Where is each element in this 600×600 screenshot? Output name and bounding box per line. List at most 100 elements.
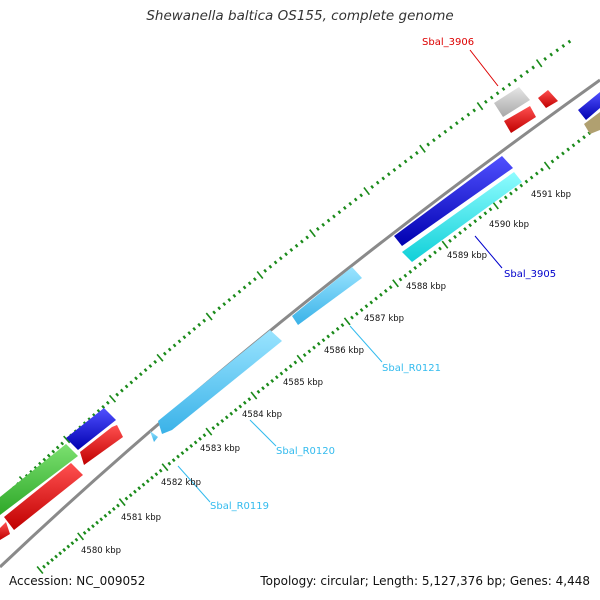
ruler-minor-tick	[293, 360, 298, 365]
ruler-minor-tick	[105, 400, 110, 405]
ruler-minor-tick	[247, 397, 252, 402]
ruler-minor-tick	[468, 223, 472, 228]
ruler-major-tick	[118, 498, 126, 507]
ruler-minor-tick	[495, 91, 500, 96]
ruler-minor-tick	[256, 389, 261, 394]
ruler-minor-tick	[162, 351, 167, 356]
ruler-minor-tick	[453, 234, 457, 239]
ruler-minor-tick	[119, 388, 124, 393]
ruler-minor-tick	[294, 243, 299, 248]
ruler-minor-tick	[340, 323, 345, 328]
label-pointer-sbal-r0119	[177, 465, 211, 503]
ruler-minor-tick	[488, 207, 493, 212]
ruler-minor-tick	[561, 151, 565, 156]
ruler-major-tick	[256, 270, 264, 280]
ruler-minor-tick	[519, 183, 524, 188]
ruler-minor-tick	[418, 262, 422, 267]
ruler-minor-tick	[115, 392, 120, 397]
ruler-minor-tick	[353, 197, 358, 202]
ruler-minor-tick	[42, 457, 47, 462]
ruler-minor-tick	[232, 293, 237, 298]
ruler-minor-tick	[60, 441, 65, 446]
ruler-minor-tick	[507, 82, 512, 87]
ruler-minor-tick	[124, 496, 129, 501]
ruler-major-tick	[476, 102, 484, 111]
ruler-major-tick	[441, 240, 449, 249]
ruler-major-tick	[77, 532, 85, 541]
ruler-minor-tick	[189, 444, 194, 448]
ruler-minor-tick	[229, 411, 234, 416]
ruler-label-4584: 4584 kbp	[242, 410, 282, 420]
genome-summary-text: Topology: circular; Length: 5,127,376 bp…	[260, 574, 590, 588]
ruler-minor-tick	[233, 408, 238, 412]
ruler-minor-tick	[408, 269, 413, 274]
ruler-minor-tick	[498, 199, 503, 204]
ruler-minor-tick	[342, 206, 347, 210]
ruler-minor-tick	[74, 537, 79, 542]
ruler-major-tick	[392, 279, 399, 288]
ruler-minor-tick	[534, 171, 539, 176]
ruler-minor-tick	[91, 524, 95, 529]
ruler-minor-tick	[326, 334, 331, 339]
ruler-minor-tick	[489, 95, 494, 100]
ruler-minor-tick	[137, 486, 142, 491]
inner-ruler-ticks	[36, 120, 600, 574]
ruler-minor-tick	[54, 554, 58, 559]
ruler-major-tick	[108, 394, 117, 403]
ruler-minor-tick	[182, 335, 187, 340]
feature-label-sbal-3905: Sbal_3905	[504, 269, 556, 280]
ruler-minor-tick	[133, 489, 137, 494]
ruler-minor-tick	[398, 277, 403, 282]
ruler-minor-tick	[99, 517, 104, 522]
ruler-minor-tick	[101, 404, 106, 409]
ruler-major-tick	[205, 427, 213, 436]
ruler-minor-tick	[150, 475, 154, 480]
ruler-major-tick	[363, 187, 371, 196]
ruler-minor-tick	[242, 400, 247, 405]
ruler-minor-tick	[227, 298, 232, 302]
gene-block-blue-edge	[578, 92, 600, 120]
ruler-minor-tick	[315, 227, 320, 231]
ruler-minor-tick	[509, 191, 513, 196]
ruler-minor-tick	[370, 184, 375, 189]
ruler-minor-tick	[217, 306, 222, 311]
gene-arrow-sbal-r0119	[150, 431, 158, 442]
ruler-minor-tick	[307, 349, 312, 354]
ruler-minor-tick	[103, 513, 108, 518]
ruler-minor-tick	[116, 503, 120, 508]
gene-block-red-left-3	[0, 522, 10, 540]
gene-arrow-red-top-2	[538, 90, 558, 108]
ruler-minor-tick	[289, 248, 294, 252]
ruler-minor-tick	[197, 322, 202, 327]
ruler-minor-tick	[543, 56, 548, 61]
ruler-label-4587: 4587 kbp	[364, 314, 404, 324]
ruler-minor-tick	[261, 386, 265, 391]
ruler-minor-tick	[423, 258, 427, 263]
ruler-minor-tick	[70, 541, 75, 546]
ruler-minor-tick	[567, 39, 572, 44]
ruler-minor-tick	[274, 375, 279, 380]
ruler-minor-tick	[184, 447, 189, 452]
ruler-minor-tick	[582, 135, 586, 140]
ruler-minor-tick	[587, 131, 592, 136]
gene-block-grey-3906	[494, 87, 530, 117]
gene-block-blue-left	[66, 408, 116, 450]
ruler-minor-tick	[398, 163, 402, 168]
label-pointer-sbal-r0121	[349, 325, 383, 363]
ruler-minor-tick	[193, 440, 198, 445]
ruler-minor-tick	[268, 264, 273, 269]
ruler-minor-tick	[335, 326, 340, 331]
ruler-minor-tick	[153, 359, 158, 364]
gene-arrow-cyan-3905	[402, 172, 522, 262]
ruler-minor-tick	[284, 252, 288, 257]
ruler-minor-tick	[167, 347, 172, 352]
ruler-minor-tick	[403, 159, 408, 164]
label-pointer-sbal-3906	[469, 49, 499, 87]
ruler-major-tick	[36, 566, 44, 574]
ruler-minor-tick	[437, 134, 442, 138]
ruler-minor-tick	[66, 544, 71, 549]
ruler-major-tick	[63, 435, 71, 444]
ruler-minor-tick	[171, 458, 176, 463]
ruler-minor-tick	[514, 187, 518, 192]
ruler-minor-tick	[359, 193, 364, 198]
